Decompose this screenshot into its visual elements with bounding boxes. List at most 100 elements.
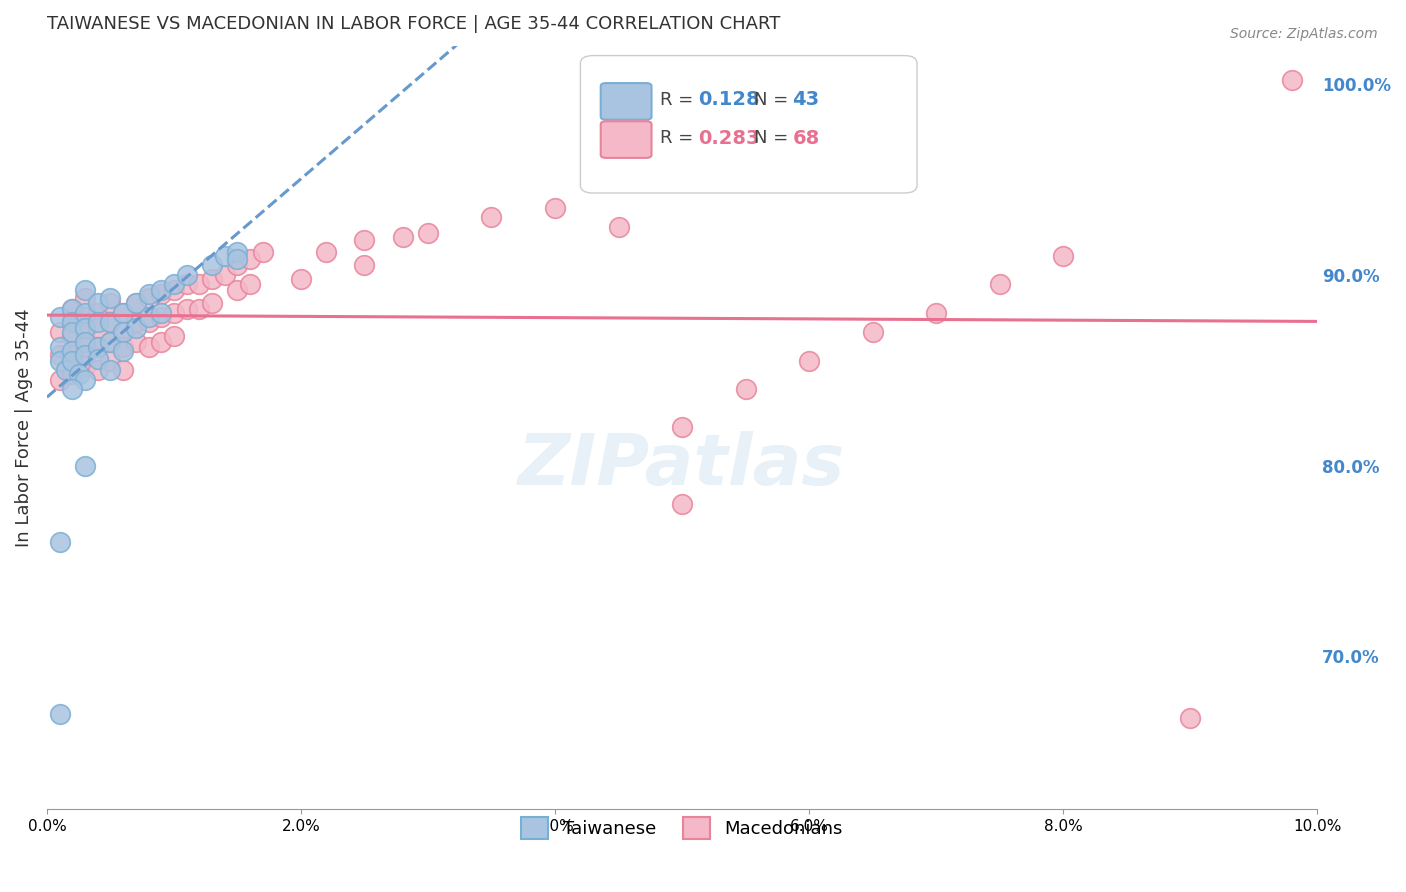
Point bbox=[112, 325, 135, 339]
Text: TAIWANESE VS MACEDONIAN IN LABOR FORCE | AGE 35-44 CORRELATION CHART: TAIWANESE VS MACEDONIAN IN LABOR FORCE |… bbox=[46, 15, 780, 33]
Point bbox=[150, 306, 173, 320]
Point bbox=[60, 315, 83, 329]
Point bbox=[188, 301, 211, 316]
Point bbox=[290, 271, 312, 285]
Point bbox=[67, 367, 90, 381]
Point bbox=[176, 268, 198, 282]
Point bbox=[239, 277, 262, 292]
Point bbox=[1281, 73, 1303, 87]
Point bbox=[201, 258, 224, 272]
Point bbox=[73, 359, 96, 374]
Point bbox=[353, 258, 375, 272]
Point bbox=[112, 363, 135, 377]
Point bbox=[239, 252, 262, 267]
FancyBboxPatch shape bbox=[600, 121, 651, 158]
Point bbox=[163, 328, 186, 343]
Point bbox=[86, 315, 108, 329]
Point bbox=[60, 325, 83, 339]
Point bbox=[60, 315, 83, 329]
Point bbox=[73, 340, 96, 354]
Point bbox=[150, 283, 173, 297]
Point bbox=[201, 296, 224, 310]
Point bbox=[112, 344, 135, 359]
Text: 0.283: 0.283 bbox=[699, 128, 761, 147]
Point bbox=[416, 226, 439, 240]
Point bbox=[55, 363, 77, 377]
Point bbox=[150, 310, 173, 324]
Point bbox=[252, 244, 274, 259]
Point bbox=[60, 301, 83, 316]
Point bbox=[60, 301, 83, 316]
Point bbox=[138, 291, 160, 305]
Point bbox=[86, 351, 108, 366]
Point bbox=[226, 283, 249, 297]
Point bbox=[112, 325, 135, 339]
Point bbox=[100, 353, 122, 368]
Point bbox=[214, 268, 236, 282]
Point bbox=[138, 315, 160, 329]
Point bbox=[100, 315, 122, 329]
Point bbox=[73, 291, 96, 305]
Point bbox=[315, 244, 337, 259]
Point bbox=[60, 367, 83, 381]
Point bbox=[86, 340, 108, 354]
Point bbox=[138, 340, 160, 354]
Point bbox=[150, 334, 173, 349]
Point bbox=[73, 373, 96, 387]
Point bbox=[48, 353, 70, 368]
Text: N =: N = bbox=[755, 91, 794, 109]
Point bbox=[86, 306, 108, 320]
Text: R =: R = bbox=[661, 129, 699, 147]
Point bbox=[112, 306, 135, 320]
Point bbox=[100, 315, 122, 329]
Point bbox=[925, 306, 948, 320]
Point bbox=[125, 315, 148, 329]
Text: ZIPatlas: ZIPatlas bbox=[519, 431, 845, 500]
Point bbox=[73, 325, 96, 339]
Point bbox=[125, 296, 148, 310]
Point bbox=[86, 321, 108, 335]
Point bbox=[125, 334, 148, 349]
Point bbox=[226, 258, 249, 272]
Point bbox=[60, 382, 83, 396]
FancyBboxPatch shape bbox=[600, 83, 651, 120]
Point bbox=[163, 306, 186, 320]
Point bbox=[48, 373, 70, 387]
Text: R =: R = bbox=[661, 91, 699, 109]
Text: N =: N = bbox=[755, 129, 794, 147]
Point bbox=[100, 291, 122, 305]
Point bbox=[73, 348, 96, 362]
Point bbox=[73, 334, 96, 349]
Point bbox=[73, 283, 96, 297]
Point bbox=[481, 211, 503, 225]
Point bbox=[48, 325, 70, 339]
Point bbox=[1178, 710, 1201, 724]
Point bbox=[544, 201, 567, 215]
Point bbox=[100, 334, 122, 349]
Point bbox=[150, 286, 173, 301]
Point bbox=[86, 296, 108, 310]
Point bbox=[188, 277, 211, 292]
Point bbox=[112, 306, 135, 320]
Point bbox=[138, 310, 160, 324]
Point bbox=[73, 321, 96, 335]
Point bbox=[671, 497, 693, 511]
FancyBboxPatch shape bbox=[581, 55, 917, 193]
Text: Source: ZipAtlas.com: Source: ZipAtlas.com bbox=[1230, 27, 1378, 41]
Point bbox=[73, 310, 96, 324]
Point bbox=[48, 348, 70, 362]
Point bbox=[125, 296, 148, 310]
Text: 68: 68 bbox=[793, 128, 820, 147]
Point bbox=[226, 244, 249, 259]
Y-axis label: In Labor Force | Age 35-44: In Labor Force | Age 35-44 bbox=[15, 308, 32, 547]
Point bbox=[73, 306, 96, 320]
Point bbox=[988, 277, 1011, 292]
Point bbox=[100, 296, 122, 310]
Point bbox=[797, 353, 820, 368]
Point bbox=[163, 277, 186, 292]
Point bbox=[60, 353, 83, 368]
Text: 43: 43 bbox=[793, 90, 820, 110]
Point bbox=[60, 348, 83, 362]
Point bbox=[607, 219, 630, 234]
Point bbox=[391, 229, 413, 244]
